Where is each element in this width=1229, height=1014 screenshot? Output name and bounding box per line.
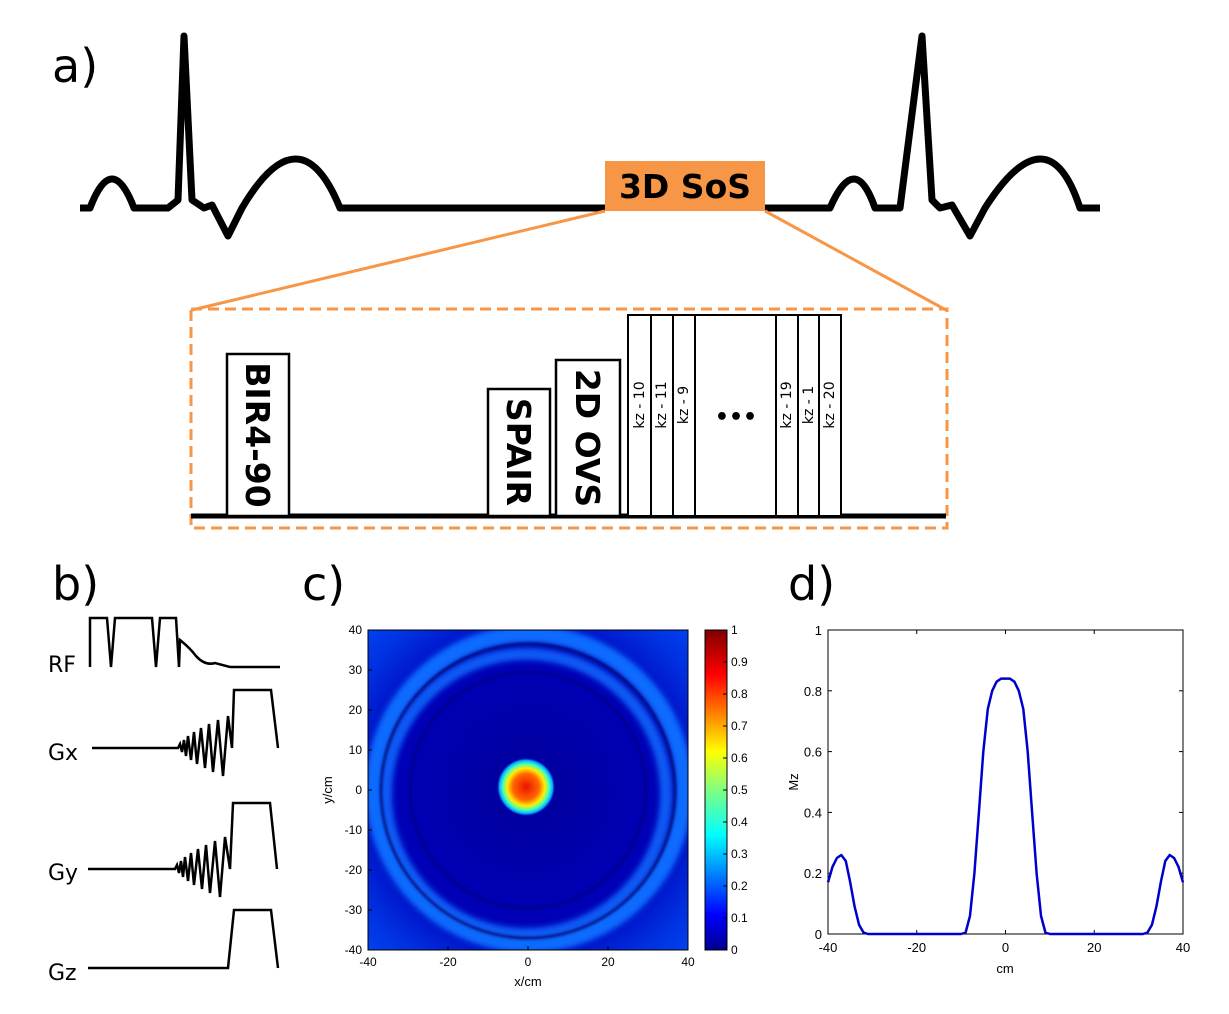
kz-label: kz - 11 bbox=[654, 381, 670, 428]
kz-label: kz - 19 bbox=[779, 381, 795, 428]
mz-xtick-label: 40 bbox=[1176, 940, 1190, 955]
bir4-90-box bbox=[225, 352, 291, 518]
gx-label: Gx bbox=[48, 741, 78, 766]
kz-block-frame bbox=[627, 314, 842, 517]
heatmap-ytick-label: 10 bbox=[349, 743, 363, 757]
colorbar-tick-label: 0.9 bbox=[731, 655, 748, 669]
panel-label-b: b) bbox=[52, 557, 99, 611]
mz-xtick-label: 0 bbox=[1002, 940, 1009, 955]
heatmap-ytick-label: -20 bbox=[345, 863, 363, 877]
kz-ellipsis: ••• bbox=[715, 405, 757, 430]
heatmap-ytick-label: -40 bbox=[345, 943, 363, 957]
colorbar-tick-label: 0 bbox=[731, 943, 738, 957]
colorbar-tick-label: 0.3 bbox=[731, 847, 748, 861]
mz-ytick-label: 1 bbox=[815, 623, 822, 638]
mz-ytick-label: 0.8 bbox=[804, 684, 822, 699]
mz-series-line bbox=[826, 677, 1185, 936]
mz-ytick-label: 0 bbox=[815, 927, 822, 942]
colorbar-tick-label: 0.6 bbox=[731, 751, 748, 765]
heatmap-xtick-label: -40 bbox=[359, 955, 377, 969]
zoom-line-right bbox=[764, 209, 947, 312]
heatmap-ytick-label: -10 bbox=[345, 823, 363, 837]
colorbar-tick-label: 0.2 bbox=[731, 879, 748, 893]
gz-waveform bbox=[88, 908, 280, 970]
mz-ytick-label: 0.6 bbox=[804, 745, 822, 760]
heatmap-ytick-label: 20 bbox=[349, 703, 363, 717]
kz-label: kz - 10 bbox=[632, 381, 648, 428]
heatmap-xtick-label: 40 bbox=[681, 955, 695, 969]
colorbar-ticks: 1 0.9 0.8 0.7 0.6 0.5 0.4 0.3 0.2 0.1 0 bbox=[723, 623, 748, 957]
heatmap-ytick-label: -30 bbox=[345, 903, 363, 917]
panel-label-a: a) bbox=[52, 39, 98, 93]
mz-xtick-label: -20 bbox=[907, 940, 926, 955]
heatmap-ring-shadow bbox=[409, 671, 647, 909]
colorbar-tick-label: 0.7 bbox=[731, 719, 748, 733]
heatmap-outer-ring bbox=[368, 630, 688, 950]
rf-label: RF bbox=[48, 653, 76, 678]
heatmap-ytick-label: 0 bbox=[355, 783, 362, 797]
heatmap-ylabel: y/cm bbox=[320, 776, 335, 803]
heatmap-center-spot bbox=[497, 758, 555, 816]
mz-ytick-label: 0.2 bbox=[804, 866, 822, 881]
rf-waveform bbox=[88, 616, 280, 669]
gy-label: Gy bbox=[48, 861, 78, 886]
heatmap-inner-ring bbox=[380, 648, 672, 940]
kz-label: kz - 9 bbox=[676, 386, 692, 424]
ecg-trace bbox=[80, 32, 1100, 240]
colorbar-tick-label: 0.8 bbox=[731, 687, 748, 701]
kz-label: kz - 1 bbox=[801, 386, 817, 424]
spair-label: SPAIR bbox=[499, 398, 538, 506]
sos-window-box bbox=[605, 161, 765, 211]
mz-profile-plot: -40 -20 0 20 40 0 0.2 0.4 0.6 0.8 1 bbox=[804, 623, 1190, 955]
zoom-line-left bbox=[191, 209, 606, 312]
colorbar-tick-label: 0.4 bbox=[731, 815, 748, 829]
heatmap-xtick-label: 20 bbox=[601, 955, 615, 969]
colorbar-tick-label: 0.5 bbox=[731, 783, 748, 797]
spair-box bbox=[486, 387, 552, 518]
heatmap-axes: -40 -20 0 20 40 40 30 20 10 0 -10 -20 -30 -40 bbox=[345, 623, 695, 969]
zoom-frame bbox=[189, 307, 949, 530]
heatmap-ytick-label: 30 bbox=[349, 663, 363, 677]
heatmap-xlabel: x/cm bbox=[514, 974, 541, 989]
heatmap-xtick-label: -20 bbox=[439, 955, 457, 969]
mz-xtick-label: 20 bbox=[1087, 940, 1101, 955]
mz-plot-frame bbox=[827, 629, 1184, 935]
heatmap-xtick-label: 0 bbox=[525, 955, 532, 969]
ovs-label: 2D OVS bbox=[568, 369, 607, 507]
panel-label-c: c) bbox=[302, 557, 345, 611]
ovs-box bbox=[554, 358, 622, 518]
colorbar-tick-label: 1 bbox=[731, 623, 738, 637]
mz-xlabel: cm bbox=[996, 961, 1013, 976]
kz-label: kz - 20 bbox=[822, 381, 838, 428]
heatmap-ytick-label: 40 bbox=[349, 623, 363, 637]
panel-label-d: d) bbox=[788, 557, 835, 611]
mz-xtick-label: -40 bbox=[819, 940, 838, 955]
mz-ytick-label: 0.4 bbox=[804, 805, 822, 820]
mz-ylabel: Mz bbox=[786, 773, 801, 790]
gx-waveform bbox=[92, 688, 280, 777]
gy-waveform bbox=[88, 801, 279, 898]
heatmap-plot bbox=[367, 629, 689, 951]
gz-label: Gz bbox=[48, 961, 77, 986]
heatmap-ring-shadow bbox=[380, 643, 676, 939]
bir4-90-label: BIR4-90 bbox=[238, 362, 277, 507]
colorbar-tick-label: 0.1 bbox=[731, 911, 748, 925]
sos-window-label: 3D SoS bbox=[619, 167, 751, 206]
